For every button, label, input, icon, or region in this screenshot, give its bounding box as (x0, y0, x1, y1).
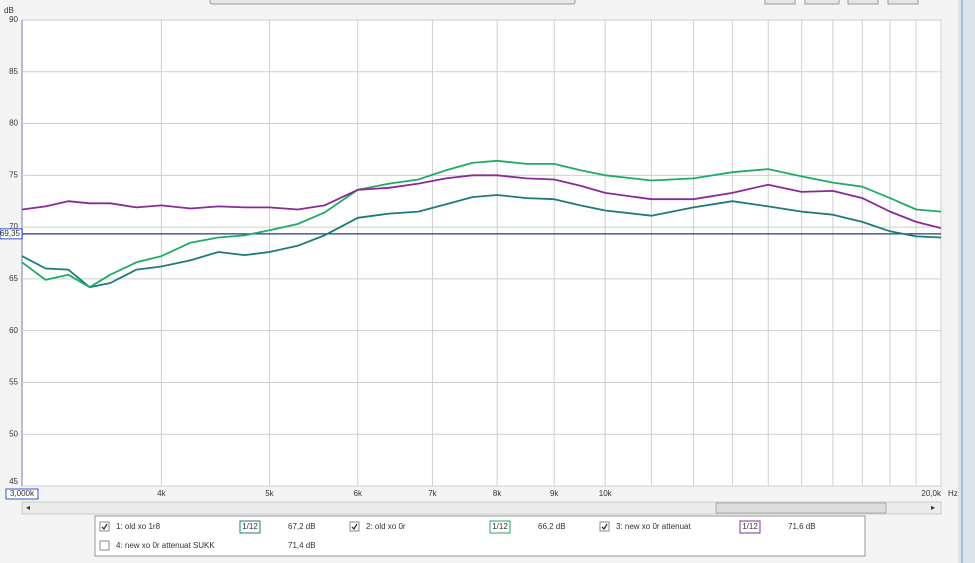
y-tick-label: 90 (9, 15, 18, 24)
legend-name: 3: new xo 0r attenuat (616, 522, 691, 531)
x-tick-label: 10k (599, 489, 613, 498)
scroll-left[interactable]: ◂ (26, 503, 30, 512)
scroll-right[interactable]: ▸ (931, 503, 935, 512)
x-cursor-box (5, 488, 39, 500)
y-tick-label: 65 (9, 274, 18, 283)
plot-area (21, 19, 942, 487)
x-tick-label: 7k (428, 489, 437, 498)
legend-smoothing[interactable]: 1/12 (492, 522, 508, 531)
x-tick-label: 5k (265, 489, 274, 498)
legend (94, 515, 866, 557)
legend-checkmark (601, 523, 608, 531)
legend-checkmark (351, 523, 358, 531)
toolbar-button[interactable] (887, 0, 919, 5)
toolbar[interactable] (209, 0, 576, 5)
legend-smoothing-box[interactable] (739, 520, 761, 534)
y-tick-label: 85 (9, 67, 18, 76)
legend-checkbox[interactable] (349, 521, 360, 532)
y-tick-label: 60 (9, 326, 18, 335)
legend-smoothing[interactable]: 1/12 (242, 522, 258, 531)
y-axis-label: dB (4, 6, 14, 15)
legend-smoothing[interactable]: 1/12 (742, 522, 758, 531)
legend-name: 1: old xo 1r8 (116, 522, 161, 531)
y-tick-label: 75 (9, 170, 18, 179)
legend-value: 71,4 dB (288, 541, 316, 550)
toolbar-button[interactable] (764, 0, 796, 5)
x-tick-label: 8k (493, 489, 502, 498)
legend-value: 71,6 dB (788, 522, 816, 531)
legend-name: 2: old xo 0r (366, 522, 406, 531)
scrollbar-thumb[interactable] (715, 502, 887, 514)
series-line (21, 159, 942, 289)
y-tick-label: 70 (9, 222, 18, 231)
y-tick-label: 45 (9, 477, 18, 486)
side-panel (958, 0, 975, 563)
legend-smoothing-box[interactable] (489, 520, 511, 534)
series-line (21, 174, 942, 229)
cursor-label-box (0, 228, 23, 240)
toolbar-button[interactable] (847, 0, 879, 5)
legend-checkbox[interactable] (99, 540, 110, 551)
y-tick-label: 80 (9, 119, 18, 128)
y-tick-label: 50 (9, 429, 18, 438)
x-axis-unit: Hz (948, 489, 958, 498)
series-line (21, 194, 942, 289)
cursor-label: 69,35 (0, 229, 21, 238)
x-tick-label: 9k (550, 489, 559, 498)
legend-name: 4: new xo 0r attenuat SUKK (116, 541, 215, 550)
x-tick-label: 3,000k (10, 489, 35, 498)
legend-checkmark (101, 523, 108, 531)
y-tick-label: 55 (9, 378, 18, 387)
legend-checkbox[interactable] (99, 521, 110, 532)
legend-value: 66,2 dB (538, 522, 566, 531)
legend-value: 67,2 dB (288, 522, 316, 531)
x-tick-label: 4k (157, 489, 166, 498)
scrollbar[interactable] (21, 501, 942, 515)
x-tick-label: 20,0k (921, 489, 942, 498)
x-tick-label: 6k (354, 489, 363, 498)
legend-checkbox[interactable] (599, 521, 610, 532)
legend-smoothing-box[interactable] (239, 520, 261, 534)
toolbar-button[interactable] (804, 0, 840, 5)
